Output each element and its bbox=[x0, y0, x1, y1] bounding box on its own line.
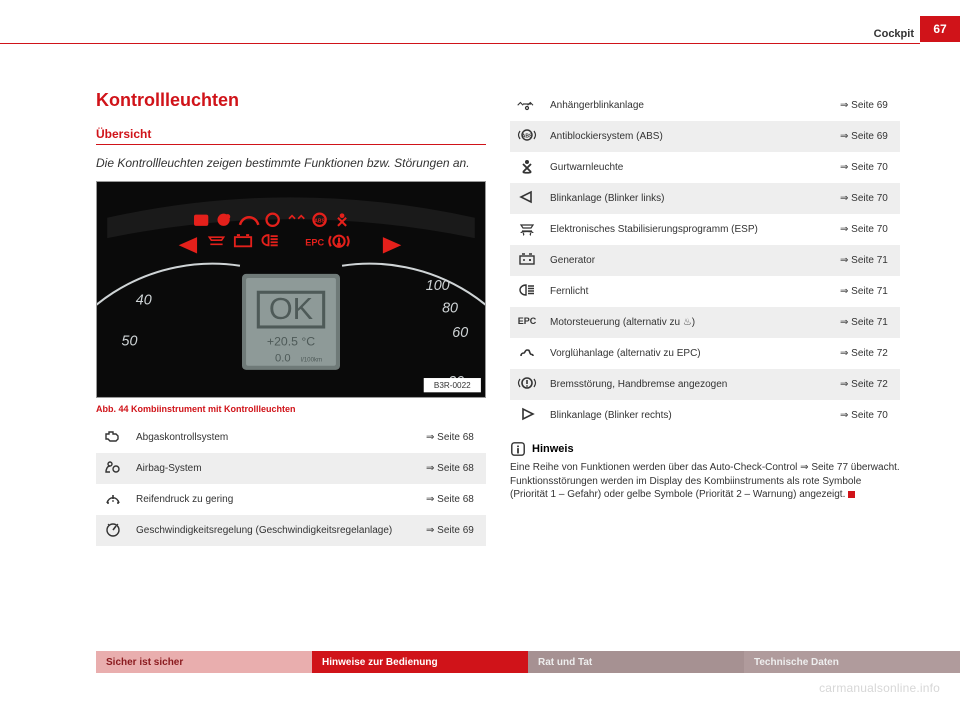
highbeam-icon bbox=[510, 276, 544, 307]
note-body: Eine Reihe von Funktionen werden über da… bbox=[510, 461, 900, 502]
row-label: Geschwindigkeitsregelung (Geschwindig­ke… bbox=[130, 515, 420, 546]
table-row: Reifendruck zu gering⇒ Seite 68 bbox=[96, 484, 486, 515]
trailer-icon bbox=[510, 90, 544, 121]
row-page: ⇒ Seite 70 bbox=[834, 214, 900, 245]
tire-icon bbox=[96, 484, 130, 515]
table-row: Geschwindigkeitsregelung (Geschwindig­ke… bbox=[96, 515, 486, 546]
svg-text:ABS: ABS bbox=[314, 219, 325, 225]
warning-table-left: Abgaskontrollsystem⇒ Seite 68Airbag-Syst… bbox=[96, 422, 486, 546]
tick: 40 bbox=[136, 293, 152, 309]
row-page: ⇒ Seite 72 bbox=[834, 338, 900, 369]
display-fuel-unit: l/100km bbox=[301, 357, 322, 364]
row-label: Reifendruck zu gering bbox=[130, 484, 420, 515]
table-row: Elektronisches Stabilisierungsprogramm (… bbox=[510, 214, 900, 245]
row-page: ⇒ Seite 69 bbox=[834, 90, 900, 121]
row-label: Blinkanlage (Blinker rechts) bbox=[544, 400, 834, 431]
footer-tab-3: Rat und Tat bbox=[528, 651, 744, 673]
table-row: Vorglühanlage (alternativ zu EPC)⇒ Seite… bbox=[510, 338, 900, 369]
table-row: Blinkanlage (Blinker links)⇒ Seite 70 bbox=[510, 183, 900, 214]
footer-tabs: Sicher ist sicher Hinweise zur Bedienung… bbox=[0, 651, 960, 673]
footer-tab-4: Technische Daten bbox=[744, 651, 960, 673]
table-row: Airbag-System⇒ Seite 68 bbox=[96, 453, 486, 484]
row-page: ⇒ Seite 70 bbox=[834, 152, 900, 183]
row-page: ⇒ Seite 70 bbox=[834, 400, 900, 431]
subtitle: Übersicht bbox=[96, 127, 486, 145]
table-row: Fernlicht⇒ Seite 71 bbox=[510, 276, 900, 307]
row-page: ⇒ Seite 68 bbox=[420, 484, 486, 515]
warning-table-right: Anhängerblinkanlage⇒ Seite 69Antiblockie… bbox=[510, 90, 900, 431]
row-label: Generator bbox=[544, 245, 834, 276]
row-page: ⇒ Seite 71 bbox=[834, 307, 900, 338]
table-row: Motorsteuerung (alternativ zu ♨)⇒ Seite … bbox=[510, 307, 900, 338]
table-row: Anhängerblinkanlage⇒ Seite 69 bbox=[510, 90, 900, 121]
content: Kontrollleuchten Übersicht Die Kontrolll… bbox=[96, 90, 900, 643]
left-column: Kontrollleuchten Übersicht Die Kontrolll… bbox=[96, 90, 486, 643]
table-row: Abgaskontrollsystem⇒ Seite 68 bbox=[96, 422, 486, 453]
row-page: ⇒ Seite 71 bbox=[834, 245, 900, 276]
tick: 100 bbox=[426, 278, 450, 294]
cruise-icon bbox=[96, 515, 130, 546]
intro-text: Die Kontrollleuchten zeigen bestimmte Fu… bbox=[96, 155, 486, 171]
svg-text:EPC: EPC bbox=[305, 237, 324, 247]
row-page: ⇒ Seite 69 bbox=[420, 515, 486, 546]
page-number: 67 bbox=[920, 16, 960, 42]
display-fuel: 0.0 bbox=[275, 353, 291, 365]
row-page: ⇒ Seite 68 bbox=[420, 453, 486, 484]
section-label: Cockpit bbox=[874, 28, 914, 40]
battery-icon bbox=[510, 245, 544, 276]
row-page: ⇒ Seite 69 bbox=[834, 121, 900, 152]
row-label: Airbag-System bbox=[130, 453, 420, 484]
row-label: Gurtwarnleuchte bbox=[544, 152, 834, 183]
esp-icon bbox=[510, 214, 544, 245]
figure-ref: B3R-0022 bbox=[434, 381, 471, 390]
row-label: Bremsstörung, Handbremse angezogen bbox=[544, 369, 834, 400]
row-page: ⇒ Seite 68 bbox=[420, 422, 486, 453]
blink-left-icon bbox=[510, 183, 544, 214]
watermark: carmanualsonline.info bbox=[819, 681, 940, 695]
airbag-icon bbox=[96, 453, 130, 484]
row-label: Elektronisches Stabilisierungsprogramm (… bbox=[544, 214, 834, 245]
note-heading: Hinweis bbox=[510, 441, 900, 457]
info-icon bbox=[510, 441, 526, 457]
row-label: Antiblockiersystem (ABS) bbox=[544, 121, 834, 152]
tick: 60 bbox=[452, 325, 468, 341]
epc-icon bbox=[510, 307, 544, 338]
row-page: ⇒ Seite 70 bbox=[834, 183, 900, 214]
table-row: Gurtwarnleuchte⇒ Seite 70 bbox=[510, 152, 900, 183]
note-title: Hinweis bbox=[532, 443, 574, 455]
engine-icon bbox=[96, 422, 130, 453]
display-ok: OK bbox=[269, 292, 314, 326]
table-row: Blinkanlage (Blinker rechts)⇒ Seite 70 bbox=[510, 400, 900, 431]
abs-icon bbox=[510, 121, 544, 152]
display-temp: +20.5 °C bbox=[267, 335, 315, 349]
table-row: Antiblockiersystem (ABS)⇒ Seite 69 bbox=[510, 121, 900, 152]
figure-caption: Abb. 44 Kombiinstrument mit Kontrollleuc… bbox=[96, 404, 486, 414]
row-label: Blinkanlage (Blinker links) bbox=[544, 183, 834, 214]
tick: 50 bbox=[122, 334, 138, 350]
end-marker bbox=[848, 491, 855, 498]
table-row: Bremsstörung, Handbremse angezogen⇒ Seit… bbox=[510, 369, 900, 400]
page-header: Cockpit 67 bbox=[0, 20, 960, 44]
row-label: Vorglühanlage (alternativ zu EPC) bbox=[544, 338, 834, 369]
footer-tab-1: Sicher ist sicher bbox=[96, 651, 312, 673]
row-page: ⇒ Seite 72 bbox=[834, 369, 900, 400]
tick: 80 bbox=[442, 301, 458, 317]
glow-icon bbox=[510, 338, 544, 369]
row-label: Anhängerblinkanlage bbox=[544, 90, 834, 121]
footer-tab-2: Hinweise zur Bedienung bbox=[312, 651, 528, 673]
header-rule bbox=[0, 43, 920, 44]
row-label: Motorsteuerung (alternativ zu ♨) bbox=[544, 307, 834, 338]
blink-right-icon bbox=[510, 400, 544, 431]
belt-icon bbox=[510, 152, 544, 183]
main-title: Kontrollleuchten bbox=[96, 90, 486, 111]
figure-cluster: ABS EPC 4 bbox=[96, 181, 486, 397]
row-label: Abgaskontrollsystem bbox=[130, 422, 420, 453]
right-column: Anhängerblinkanlage⇒ Seite 69Antiblockie… bbox=[510, 90, 900, 643]
row-label: Fernlicht bbox=[544, 276, 834, 307]
row-page: ⇒ Seite 71 bbox=[834, 276, 900, 307]
brake-icon bbox=[510, 369, 544, 400]
table-row: Generator⇒ Seite 71 bbox=[510, 245, 900, 276]
